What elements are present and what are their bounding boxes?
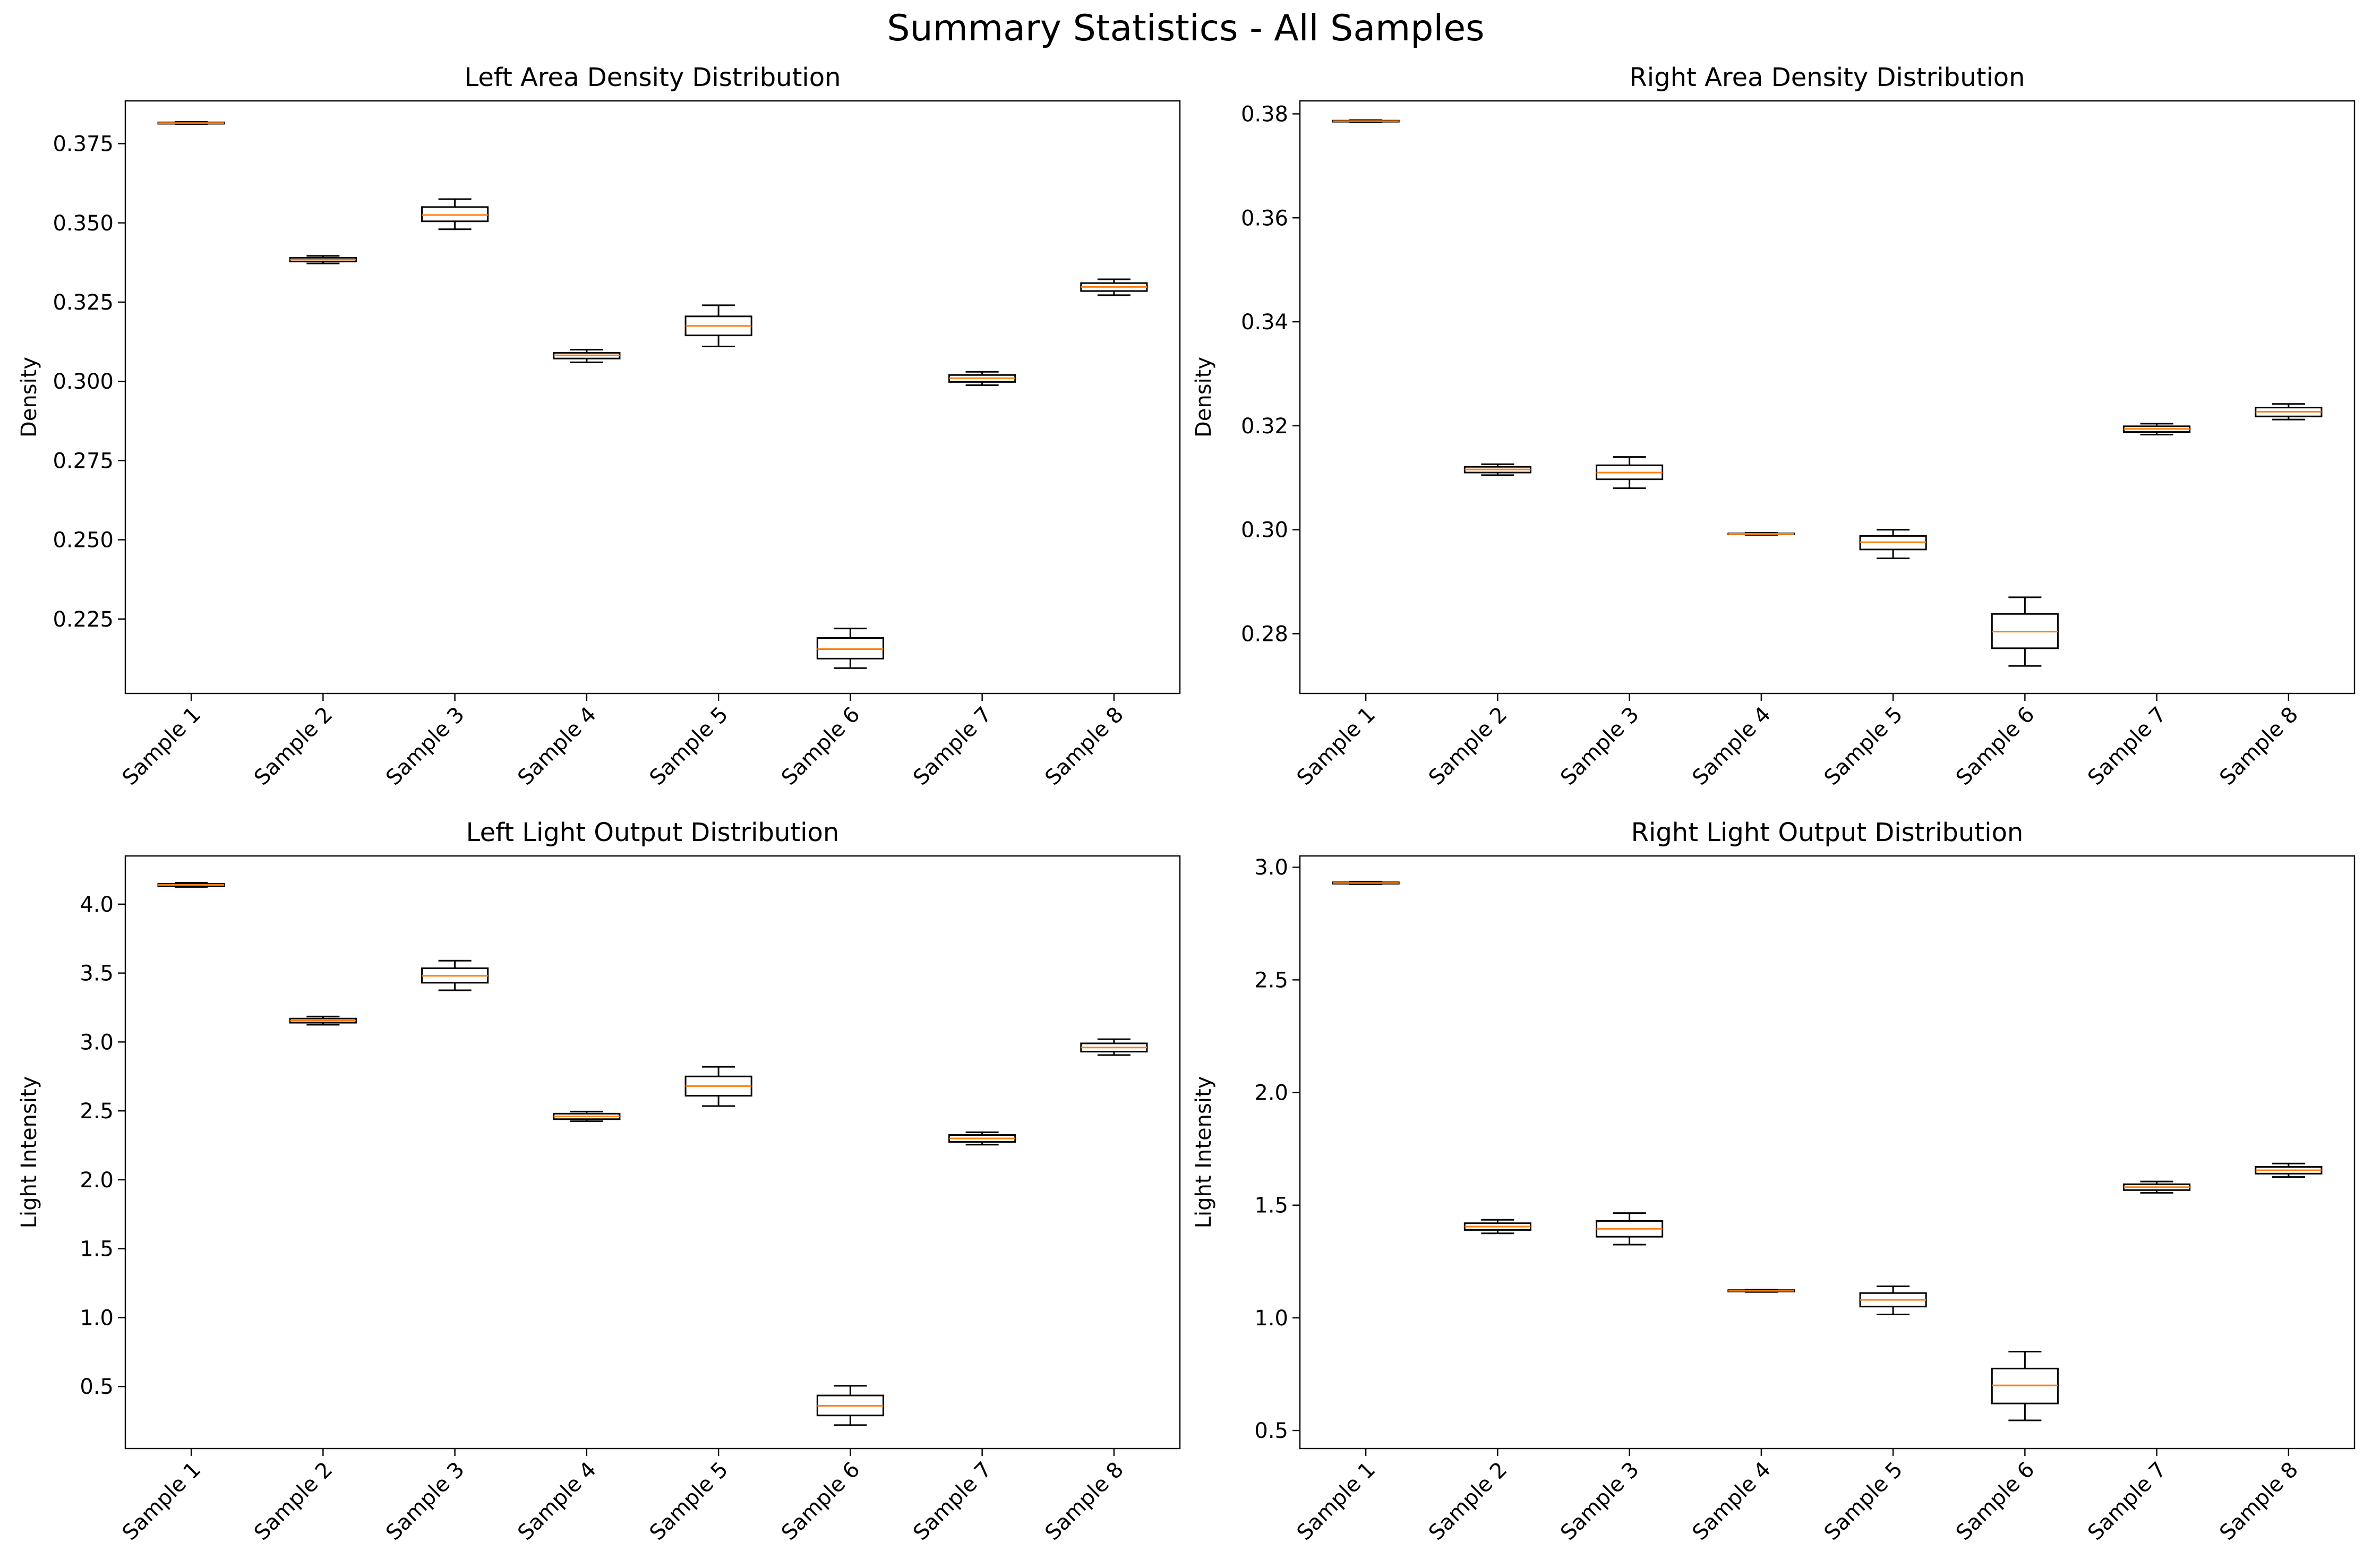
left-area-density-box-sample-3 xyxy=(421,198,489,230)
right-area-density-ytick-label: 0.36 xyxy=(1241,206,1288,230)
right-area-density-ytick-label: 0.28 xyxy=(1241,622,1288,646)
right-light-output-ytick-label: 2.0 xyxy=(1254,1081,1288,1106)
left-light-output-ytick-label: 0.5 xyxy=(80,1375,114,1399)
left-area-density-box-sample-7 xyxy=(948,371,1016,386)
left-light-output-box-sample-1 xyxy=(157,882,225,888)
left-area-density-axes-frame xyxy=(124,100,1181,695)
right-light-output-box-sample-6 xyxy=(1991,1351,2059,1421)
left-light-output-ytick-label: 3.5 xyxy=(80,962,114,986)
left-area-density-ytick-label: 0.350 xyxy=(53,211,114,236)
right-light-output-ytick-label: 0.5 xyxy=(1254,1419,1288,1443)
right-area-density-ytick-label: 0.32 xyxy=(1241,414,1288,439)
right-light-output-box-sample-4 xyxy=(1727,1289,1795,1293)
right-light-output-box-sample-2 xyxy=(1463,1219,1531,1235)
right-light-output-axes-frame xyxy=(1299,855,2356,1450)
right-area-density-axes-frame xyxy=(1299,100,2356,695)
right-light-output-box-sample-3 xyxy=(1596,1212,1664,1246)
right-light-output-ytick-label: 1.0 xyxy=(1254,1306,1288,1331)
left-light-output-ytick-label: 2.5 xyxy=(80,1099,114,1124)
right-light-output-box-sample-1 xyxy=(1332,880,1400,885)
right-area-density-box-sample-1 xyxy=(1332,119,1400,123)
right-light-output-title: Right Light Output Distribution xyxy=(1631,818,2024,847)
right-area-density-box-sample-8 xyxy=(2255,403,2323,421)
left-light-output-box-sample-7 xyxy=(948,1131,1016,1146)
left-area-density-ytick-label: 0.300 xyxy=(53,370,114,394)
right-area-density-ytick-label: 0.38 xyxy=(1241,102,1288,126)
figure-title: Summary Statistics - All Samples xyxy=(887,7,1484,49)
right-light-output-box-sample-5 xyxy=(1859,1285,1927,1316)
left-light-output-ytick-label: 4.0 xyxy=(80,893,114,917)
left-area-density-box-sample-8 xyxy=(1080,278,1148,296)
right-light-output-ylabel: Light Intensity xyxy=(1192,1076,1216,1229)
left-light-output-ytick-label: 1.5 xyxy=(80,1237,114,1262)
right-light-output-ytick-label: 1.5 xyxy=(1254,1194,1288,1218)
left-area-density-box-sample-4 xyxy=(553,348,621,363)
left-area-density-title: Left Area Density Distribution xyxy=(464,63,841,92)
left-light-output-ytick-label: 3.0 xyxy=(80,1030,114,1055)
right-area-density-box-sample-2 xyxy=(1463,463,1531,476)
left-area-density-ytick-label: 0.275 xyxy=(53,449,114,473)
left-light-output-ytick-label: 1.0 xyxy=(80,1306,114,1330)
right-area-density-box-sample-3 xyxy=(1596,456,1664,489)
right-area-density-box-sample-5 xyxy=(1859,529,1927,559)
left-light-output-ytick-label: 2.0 xyxy=(80,1168,114,1193)
left-area-density-box-sample-6 xyxy=(816,628,884,669)
left-area-density-ytick-label: 0.250 xyxy=(53,528,114,553)
left-light-output-box-sample-6 xyxy=(816,1385,884,1426)
right-light-output-box-sample-8 xyxy=(2255,1162,2323,1178)
right-area-density-box-sample-6 xyxy=(1991,596,2059,667)
right-area-density-title: Right Area Density Distribution xyxy=(1629,63,2025,92)
left-light-output-box-sample-4 xyxy=(553,1110,621,1123)
left-area-density-ytick-label: 0.375 xyxy=(53,132,114,157)
left-light-output-box-sample-8 xyxy=(1080,1038,1148,1056)
left-area-density-ylabel: Density xyxy=(17,357,41,438)
left-light-output-box-sample-5 xyxy=(684,1066,752,1107)
right-area-density-box-sample-7 xyxy=(2123,423,2191,435)
right-light-output-ytick-label: 3.0 xyxy=(1254,855,1288,880)
left-area-density-ytick-label: 0.325 xyxy=(53,290,114,315)
right-light-output-ytick-label: 2.5 xyxy=(1254,968,1288,992)
left-area-density-box-sample-1 xyxy=(157,121,225,125)
left-light-output-box-sample-2 xyxy=(289,1015,357,1026)
right-light-output-box-sample-7 xyxy=(2123,1180,2191,1194)
left-light-output-axes-frame xyxy=(124,855,1181,1450)
left-light-output-ylabel: Light Intensity xyxy=(17,1076,41,1229)
left-light-output-title: Left Light Output Distribution xyxy=(466,818,840,847)
left-light-output-box-sample-3 xyxy=(421,959,489,991)
right-area-density-ytick-label: 0.30 xyxy=(1241,518,1288,543)
right-area-density-ylabel: Density xyxy=(1192,357,1216,438)
left-area-density-ytick-label: 0.225 xyxy=(53,607,114,632)
left-area-density-box-sample-5 xyxy=(684,304,752,348)
left-area-density-box-sample-2 xyxy=(289,255,357,264)
right-area-density-ytick-label: 0.34 xyxy=(1241,310,1288,335)
right-area-density-box-sample-4 xyxy=(1727,532,1795,536)
